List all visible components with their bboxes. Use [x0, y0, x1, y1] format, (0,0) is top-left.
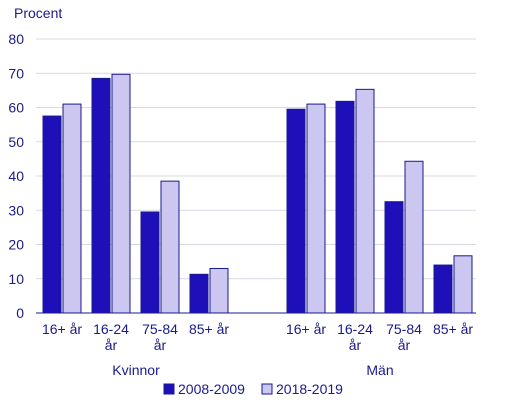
x-tick-label-0: 16+ år — [42, 321, 82, 337]
bar-2008-2009-2 — [140, 211, 160, 314]
y-tick-label-40: 40 — [8, 168, 24, 184]
y-tick-label-10: 10 — [8, 271, 24, 287]
bar-2018-2019-4 — [306, 103, 326, 314]
y-tick-label-30: 30 — [8, 202, 24, 218]
y-tick-label-80: 80 — [8, 31, 24, 47]
x-tick-label-4: 16+ år — [286, 321, 326, 337]
y-axis-ticks: 0 10 20 30 40 50 60 70 80 — [8, 31, 24, 321]
group-labels: Kvinnor Män — [112, 362, 393, 378]
bar-2018-2019-0 — [62, 103, 82, 314]
bar-2008-2009-6 — [384, 201, 404, 314]
x-axis-labels: 16+ år 16-24 år 75-84 år 85+ år 16+ år 16-24 år 7… — [42, 321, 473, 353]
x-tick-label-1: 16-24 år — [93, 321, 129, 353]
bar-2018-2019-6 — [404, 160, 424, 314]
y-axis-label: Procent — [14, 5, 62, 21]
y-tick-label-70: 70 — [8, 65, 24, 81]
bar-2008-2009-7 — [433, 264, 453, 314]
y-tick-label-50: 50 — [8, 134, 24, 150]
y-tick-label-0: 0 — [16, 305, 24, 321]
x-tick-label-7: 85+ år — [433, 321, 473, 337]
x-tick-label-3: 85+ år — [189, 321, 229, 337]
group-label-0: Kvinnor — [112, 362, 160, 378]
bar-2018-2019-3 — [209, 267, 229, 314]
bar-2008-2009-3 — [189, 273, 209, 314]
bar-2008-2009-4 — [286, 108, 306, 314]
bar-2018-2019-7 — [453, 255, 473, 314]
x-tick-label-6: 75-84 år — [386, 321, 422, 353]
group-label-1: Män — [366, 362, 393, 378]
bar-2018-2019-5 — [355, 88, 375, 314]
bars — [42, 73, 473, 314]
bar-2008-2009-0 — [42, 115, 62, 314]
bar-2018-2019-1 — [111, 73, 131, 314]
legend-swatch-0 — [163, 383, 175, 395]
x-tick-label-5: 16-24 år — [337, 321, 373, 353]
legend-swatch-1 — [261, 383, 273, 395]
legend-label-0: 2008-2009 — [178, 381, 245, 397]
bar-2008-2009-1 — [91, 77, 111, 314]
bar-2008-2009-5 — [335, 100, 355, 314]
x-tick-label-2: 75-84 år — [142, 321, 178, 353]
y-tick-label-60: 60 — [8, 100, 24, 116]
y-tick-label-20: 20 — [8, 237, 24, 253]
bar-2018-2019-2 — [160, 180, 180, 314]
legend-label-1: 2018-2019 — [276, 381, 343, 397]
legend: 2008-2009 2018-2019 — [163, 381, 343, 397]
